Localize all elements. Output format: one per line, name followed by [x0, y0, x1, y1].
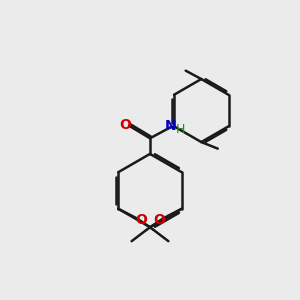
Text: O: O	[135, 213, 147, 226]
Text: N: N	[164, 119, 176, 133]
Text: H: H	[176, 123, 186, 136]
Text: O: O	[153, 213, 165, 226]
Text: O: O	[119, 118, 131, 132]
